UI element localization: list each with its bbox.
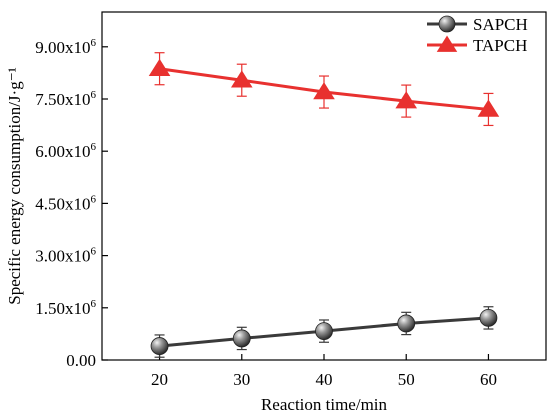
x-tick-label: 30 [233, 370, 250, 389]
plot-area [101, 11, 547, 361]
y-tick-label: 0.00 [66, 351, 96, 370]
legend: SAPCH TAPCH [427, 15, 528, 55]
data-point [397, 314, 416, 333]
data-point [150, 337, 169, 355]
x-tick-label: 60 [480, 370, 497, 389]
data-point [479, 308, 498, 327]
data-point [313, 82, 335, 100]
data-point [232, 329, 251, 348]
data-point [230, 70, 253, 88]
data-point [315, 322, 333, 341]
axes-layer: 20 30 40 50 60 0.00 1.50x106 3.00x106 4.50x106 6.… [35, 37, 497, 389]
y-tick-label: 9.00x106 [35, 37, 96, 57]
data-point [395, 91, 418, 109]
y-tick-label: 6.00x106 [35, 141, 96, 161]
x-axis-title: Reaction time/min [261, 395, 388, 414]
legend-item-tapch: TAPCH [427, 35, 527, 55]
series-sapch [150, 306, 498, 358]
x-tick-label: 20 [151, 370, 168, 389]
y-axis-title: Specific energy consumption/J·g⁻¹ [5, 67, 24, 305]
data-point [148, 58, 171, 76]
x-tick-label: 50 [398, 370, 415, 389]
legend-item-sapch: SAPCH [427, 15, 528, 34]
series-layer [148, 52, 500, 358]
legend-label: SAPCH [473, 15, 528, 34]
y-tick-label: 3.00x106 [35, 246, 96, 266]
y-tick-label: 7.50x106 [35, 89, 96, 109]
y-tick-label: 4.50x106 [35, 193, 96, 213]
legend-label: TAPCH [473, 36, 527, 55]
series-tapch [148, 52, 500, 127]
data-point [477, 99, 500, 117]
x-tick-label: 40 [316, 370, 333, 389]
legend-marker [438, 15, 456, 33]
y-tick-label: 1.50x106 [35, 298, 96, 318]
legend-marker [436, 35, 458, 52]
